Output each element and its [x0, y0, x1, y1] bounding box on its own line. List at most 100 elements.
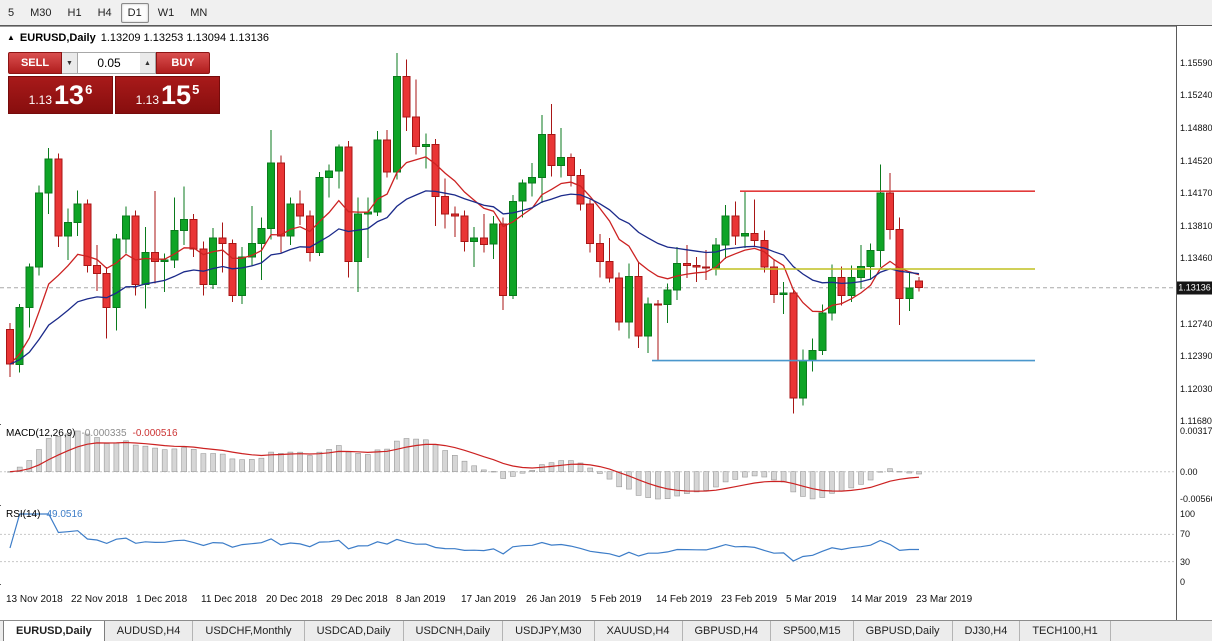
chart-tab-usdcad-daily[interactable]: USDCAD,Daily: [305, 621, 404, 641]
rsi-label: RSI(14) 49.0516: [6, 509, 83, 520]
bid-price-prefix: 1.13: [28, 92, 53, 107]
chart-tab-gbpusd-h4[interactable]: GBPUSD,H4: [683, 621, 772, 641]
chart-tab-eurusd-daily[interactable]: EURUSD,Daily: [3, 621, 105, 641]
rsi-canvas[interactable]: [0, 506, 1176, 584]
rsi-value: 49.0516: [46, 509, 83, 520]
price-axis-label: 1.15590: [1180, 58, 1212, 68]
candles: [6, 52, 923, 414]
chart-tab-usdchf-monthly[interactable]: USDCHF,Monthly: [193, 621, 305, 641]
macd-name: MACD(12,26,9): [6, 428, 76, 439]
date-label: 29 Dec 2018: [331, 594, 388, 605]
buy-button[interactable]: BUY: [156, 52, 210, 74]
sell-button[interactable]: SELL: [8, 52, 62, 74]
volume-up-button[interactable]: ▲: [140, 52, 156, 74]
macd-axis-label: 0.003177: [1180, 426, 1212, 436]
chart-title: ▲ EURUSD,Daily 1.13209 1.13253 1.13094 1…: [7, 32, 269, 44]
chart-tab-usdjpy-m30[interactable]: USDJPY,M30: [503, 621, 595, 641]
timeframe-button-h4[interactable]: H4: [97, 6, 112, 19]
chart-tab-gbpusd-daily[interactable]: GBPUSD,Daily: [854, 621, 953, 641]
date-label: 20 Dec 2018: [266, 594, 323, 605]
chart-tab-xauusd-h4[interactable]: XAUUSD,H4: [595, 621, 683, 641]
ask-price-big-digits: 15: [161, 79, 192, 110]
date-label: 13 Nov 2018: [6, 594, 63, 605]
rsi-axis-label: 70: [1180, 529, 1191, 540]
rsi-name: RSI(14): [6, 509, 41, 520]
macd-label: MACD(12,26,9) -0.000335 -0.000516: [6, 428, 178, 439]
date-label: 22 Nov 2018: [71, 594, 128, 605]
one-click-trading-panel: SELL ▼ ▲ BUY 1.13 13 6: [8, 52, 220, 114]
pane-separator: [0, 26, 1212, 27]
bid-price-point-digit: 6: [85, 82, 93, 97]
timeframe-toolbar: 5 M30 H1 H4 D1 W1 MN: [0, 0, 1212, 26]
chart-window: ▲ EURUSD,Daily 1.13209 1.13253 1.13094 1…: [0, 25, 1212, 621]
date-label: 5 Mar 2019: [786, 594, 837, 605]
date-label: 23 Feb 2019: [721, 594, 778, 605]
rsi-axis-label: 100: [1180, 509, 1196, 519]
macd-canvas[interactable]: [0, 425, 1176, 505]
chart-tabs-bar: EURUSD,Daily AUDUSD,H4 USDCHF,Monthly USDCA…: [0, 620, 1212, 641]
timeframe-button-mn[interactable]: MN: [190, 6, 208, 19]
price-axis[interactable]: 1.15590 1.15240 1.14880 1.14520 1.14170 1.138…: [1176, 26, 1212, 621]
timeframe-button-m30[interactable]: M30: [30, 6, 52, 19]
chart-tab-usdcnh-daily[interactable]: USDCNH,Daily: [404, 621, 504, 641]
one-click-panel-toggle-icon[interactable]: ▲: [7, 33, 15, 42]
macd-main-value: -0.000335: [81, 428, 127, 439]
macd-signal-line: [9, 441, 920, 492]
chart-tab-dj30-h4[interactable]: DJ30,H4: [953, 621, 1021, 641]
chart-symbol-label: EURUSD,Daily: [19, 32, 96, 44]
price-axis-label: 1.13460: [1180, 253, 1212, 263]
current-price-badge: 1.13136: [1177, 281, 1212, 295]
chart-tab-audusd-h4[interactable]: AUDUSD,H4: [105, 621, 194, 641]
date-label: 1 Dec 2018: [136, 594, 188, 605]
date-axis[interactable]: 13 Nov 2018 22 Nov 2018 1 Dec 2018 11 Dec 2…: [0, 585, 1176, 621]
price-axis-label: 1.12390: [1180, 351, 1212, 361]
macd-signal-value: -0.000516: [132, 428, 178, 439]
chevron-up-icon: ▲: [144, 59, 151, 67]
macd-axis-label: -0.005667: [1180, 494, 1212, 504]
macd-pane[interactable]: MACD(12,26,9) -0.000335 -0.000516: [0, 425, 1176, 505]
timeframe-button-d1[interactable]: D1: [120, 2, 149, 23]
trade-prices-row: 1.13 13 6 1.13 15 5: [8, 76, 220, 114]
date-label: 26 Jan 2019: [526, 594, 582, 605]
ma-fast: [9, 156, 920, 365]
rsi-pane[interactable]: RSI(14) 49.0516: [0, 506, 1176, 584]
date-label: 11 Dec 2018: [201, 594, 257, 605]
price-axis-label: 1.12030: [1180, 384, 1212, 394]
ma-slow: [9, 190, 920, 365]
macd-histogram: [7, 430, 922, 500]
ask-price-prefix: 1.13: [135, 92, 160, 107]
price-chart-canvas[interactable]: [0, 26, 1176, 424]
timeframe-button-h1[interactable]: H1: [67, 6, 82, 19]
date-label: 14 Mar 2019: [851, 594, 908, 605]
rsi-axis-label: 30: [1180, 556, 1191, 567]
ask-price-point-digit: 5: [192, 82, 200, 97]
macd-axis-label: 0.00: [1180, 466, 1198, 477]
timeframe-button-5[interactable]: 5: [8, 6, 15, 19]
volume-down-button[interactable]: ▼: [62, 52, 78, 74]
chart-tab-tech100-h1[interactable]: TECH100,H1: [1020, 621, 1111, 641]
timeframe-button-w1[interactable]: W1: [157, 6, 175, 19]
price-axis-label: 1.13810: [1180, 221, 1212, 231]
chart-tab-sp500-m15[interactable]: SP500,M15: [771, 621, 854, 641]
price-axis-label: 1.14880: [1180, 123, 1212, 133]
ask-price-display[interactable]: 1.13 15 5: [115, 76, 220, 114]
date-label: 23 Mar 2019: [916, 594, 973, 605]
chevron-down-icon: ▼: [66, 59, 73, 67]
price-pane[interactable]: ▲ EURUSD,Daily 1.13209 1.13253 1.13094 1…: [0, 26, 1176, 424]
rsi-line: [9, 513, 919, 562]
bid-price-big-digits: 13: [54, 79, 85, 110]
price-axis-label: 1.12740: [1180, 318, 1212, 329]
chart-ohlc-values: 1.13209 1.13253 1.13094 1.13136: [100, 32, 269, 44]
date-label: 14 Feb 2019: [656, 594, 713, 605]
price-axis-label: 1.11680: [1180, 416, 1212, 426]
bid-price-display[interactable]: 1.13 13 6: [8, 76, 113, 114]
price-axis-label: 1.14520: [1180, 156, 1212, 166]
date-label: 17 Jan 2019: [461, 594, 517, 605]
date-label: 5 Feb 2019: [591, 594, 642, 605]
rsi-axis-label: 0: [1180, 577, 1186, 587]
price-axis-label: 1.15240: [1180, 90, 1212, 100]
volume-input[interactable]: [78, 52, 140, 74]
trade-controls-row: SELL ▼ ▲ BUY: [8, 52, 220, 74]
date-label: 8 Jan 2019: [396, 594, 446, 605]
